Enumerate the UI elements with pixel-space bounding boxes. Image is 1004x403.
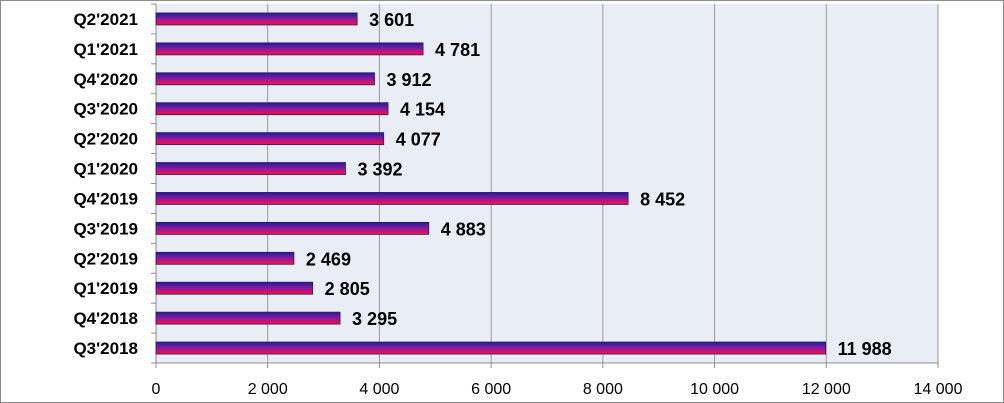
x-tick-label: 8 000 (583, 381, 623, 398)
data-label: 3 601 (369, 10, 414, 30)
bar (155, 251, 295, 265)
category-label: Q2'2019 (73, 249, 138, 268)
bar (155, 341, 827, 355)
category-label: Q4'2020 (73, 70, 138, 89)
bar (155, 192, 629, 205)
category-label: Q2'2020 (73, 130, 138, 149)
data-label: 3 392 (357, 160, 402, 180)
data-label: 4 883 (441, 219, 486, 239)
x-tick-label: 0 (152, 381, 161, 398)
plot-area (156, 4, 938, 363)
category-label: Q1'2020 (73, 160, 138, 179)
data-label: 11 988 (838, 339, 892, 359)
x-tick-label: 6 000 (471, 381, 511, 398)
data-label: 3 295 (352, 309, 397, 329)
bar (155, 72, 375, 86)
category-label: Q2'2021 (73, 10, 138, 29)
bar (155, 281, 314, 295)
bar (155, 132, 385, 146)
category-label: Q4'2018 (73, 309, 138, 328)
category-label: Q1'2021 (73, 40, 138, 59)
x-tick-label: 4 000 (359, 381, 399, 398)
data-label: 8 452 (640, 189, 685, 209)
x-tick-label: 12 000 (802, 381, 851, 398)
category-label: Q3'2018 (73, 339, 138, 358)
category-label: Q3'2019 (73, 219, 138, 238)
category-label: Q1'2019 (73, 279, 138, 298)
data-label: 4 077 (396, 130, 441, 150)
data-label: 4 781 (435, 40, 480, 60)
data-label: 2 469 (306, 249, 351, 269)
bar (155, 12, 358, 26)
data-label: 3 912 (387, 70, 432, 90)
category-label: Q4'2019 (73, 189, 138, 208)
bar (155, 221, 430, 235)
x-tick-label: 2 000 (248, 381, 288, 398)
data-label: 4 154 (400, 100, 445, 120)
x-tick-label: 14 000 (914, 381, 963, 398)
bar (155, 311, 341, 325)
data-label: 2 805 (325, 279, 370, 299)
category-label: Q3'2020 (73, 100, 138, 119)
bar (155, 102, 389, 116)
x-tick-label: 10 000 (690, 381, 739, 398)
bar (155, 42, 424, 56)
bar (155, 162, 346, 175)
